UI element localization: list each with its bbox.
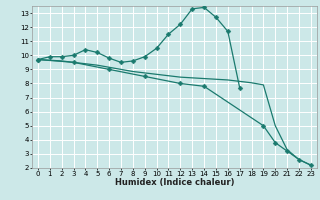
X-axis label: Humidex (Indice chaleur): Humidex (Indice chaleur) [115, 178, 234, 187]
